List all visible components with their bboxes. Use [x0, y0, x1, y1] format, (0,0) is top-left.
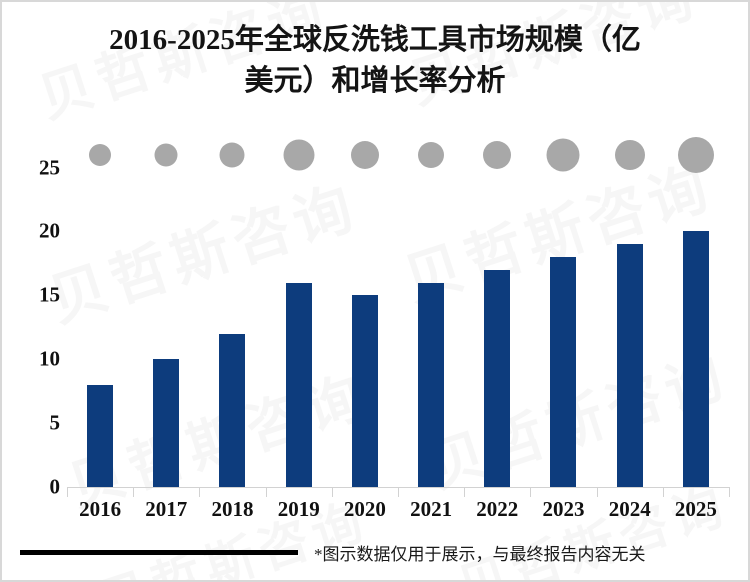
growth-rate-bubble[interactable]	[483, 140, 512, 169]
growth-rate-bubble[interactable]	[283, 139, 315, 171]
bar-slot	[133, 142, 199, 487]
y-axis: 0 5 10 15 20 25	[2, 142, 61, 498]
x-axis-tick-label: 2020	[343, 497, 386, 521]
bar[interactable]	[285, 282, 312, 487]
x-axis-tickmark	[331, 487, 333, 497]
footer: *图示数据仅用于展示，与最终报告内容无关	[2, 534, 748, 570]
bars-area	[67, 136, 729, 487]
bar-slot	[464, 140, 530, 487]
growth-rate-bubble[interactable]	[418, 141, 445, 168]
bar[interactable]	[550, 257, 577, 487]
x-axis-tickmark	[530, 487, 532, 497]
y-axis-tick-label: 10	[39, 346, 60, 371]
x-axis-tickmark	[596, 487, 598, 497]
x-axis-tick-label: 2021	[410, 497, 453, 521]
x-axis-tickmark	[265, 487, 267, 497]
bar[interactable]	[153, 359, 180, 487]
bar-slot	[597, 139, 663, 487]
bar[interactable]	[484, 269, 511, 487]
y-axis-tick-label: 5	[49, 410, 61, 435]
bar[interactable]	[418, 282, 445, 487]
x-axis-tickmark	[398, 487, 399, 497]
growth-rate-bubble[interactable]	[154, 143, 178, 167]
x-axis-labels: 2016 2017 2018 2019 2020 2021 2022 2023 2024 2025	[67, 497, 729, 533]
bar-slot	[266, 139, 332, 487]
bar[interactable]	[351, 295, 378, 487]
x-axis-tickmark	[133, 487, 135, 497]
y-axis-tick-label: 25	[39, 155, 60, 180]
bar[interactable]	[219, 333, 246, 487]
y-axis-tick-label: 0	[49, 474, 61, 499]
x-axis-tickmark	[662, 487, 664, 497]
x-axis-tickmarks	[67, 487, 730, 497]
growth-rate-bubble[interactable]	[546, 138, 580, 172]
bar-slot	[332, 140, 398, 487]
bar-slot	[398, 141, 464, 487]
chart-title-line-1: 2016-2025年全球反洗钱工具市场规模（亿	[109, 24, 641, 56]
footer-rule	[20, 549, 298, 555]
bar[interactable]	[682, 231, 709, 487]
bar-slot	[199, 142, 265, 487]
growth-rate-bubble[interactable]	[614, 139, 645, 170]
x-axis-tick-label: 2025	[674, 497, 717, 521]
growth-rate-bubble[interactable]	[677, 136, 714, 173]
x-axis-tickmark	[729, 487, 730, 497]
growth-rate-bubble[interactable]	[219, 142, 245, 168]
bar-slot	[67, 142, 133, 487]
x-axis-tick-label: 2017	[145, 497, 188, 521]
footer-note: *图示数据仅用于展示，与最终报告内容无关	[314, 544, 646, 564]
x-axis-tickmark	[464, 487, 466, 497]
y-axis-tick-label: 15	[39, 282, 60, 307]
y-axis-tick-label: 20	[39, 218, 60, 243]
x-axis-tickmark	[199, 487, 201, 497]
x-axis-tick-label: 2023	[542, 497, 585, 521]
bar-slot	[663, 136, 729, 487]
bar[interactable]	[616, 244, 643, 487]
growth-rate-bubble[interactable]	[350, 140, 379, 169]
chart-title: 2016-2025年全球反洗钱工具市场规模（亿 美元）和增长率分析	[30, 20, 720, 102]
x-axis-tickmark	[67, 487, 68, 497]
x-axis-tick-label: 2022	[476, 497, 519, 521]
bar-slot	[530, 138, 596, 487]
x-axis-tick-label: 2016	[79, 497, 122, 521]
bar[interactable]	[87, 384, 114, 487]
x-axis-tick-label: 2018	[211, 497, 254, 521]
chart-title-line-2: 美元）和增长率分析	[244, 65, 506, 98]
plot-area: 0 5 10 15 20 25	[2, 136, 748, 499]
growth-rate-bubble[interactable]	[89, 143, 112, 166]
x-axis-tick-label: 2024	[608, 497, 651, 521]
x-axis-tick-label: 2019	[277, 497, 320, 521]
